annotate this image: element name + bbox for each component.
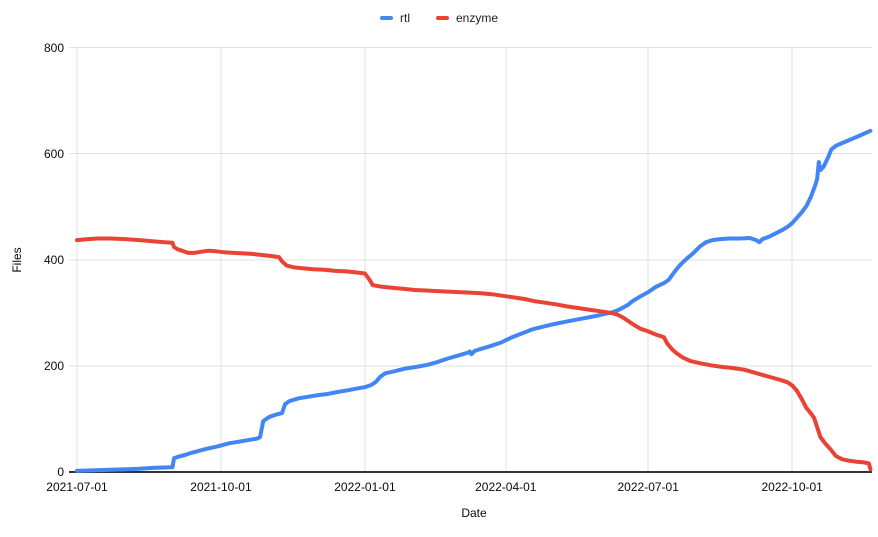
y-tick-label: 200 [43, 358, 64, 373]
y-axis-title: Files [10, 247, 24, 273]
x-tick-label: 2021-10-01 [190, 480, 252, 494]
x-axis-title: Date [461, 506, 487, 520]
legend-item-enzyme[interactable]: enzyme [435, 11, 499, 25]
legend-swatch-enzyme [435, 16, 449, 20]
legend-swatch-rtl [379, 16, 393, 20]
legend-item-rtl[interactable]: rtl [379, 11, 410, 25]
series-line-enzyme [75, 236, 873, 472]
x-tick-label: 2022-07-01 [617, 480, 679, 494]
legend-label-rtl: rtl [399, 11, 410, 25]
x-tick-label: 2022-01-01 [334, 480, 396, 494]
y-tick-label: 0 [57, 465, 64, 479]
y-tick-label: 800 [43, 40, 64, 55]
y-tick-label: 400 [43, 252, 64, 267]
x-tick-label: 2022-10-01 [761, 480, 823, 494]
x-tick-label: 2022-04-01 [475, 480, 537, 494]
legend-label-enzyme: enzyme [455, 11, 499, 25]
series-line-rtl [75, 128, 873, 473]
x-tick-label: 2021-07-01 [46, 480, 108, 494]
legend: rtl enzyme [0, 11, 878, 25]
y-tick-label: 600 [43, 146, 64, 161]
